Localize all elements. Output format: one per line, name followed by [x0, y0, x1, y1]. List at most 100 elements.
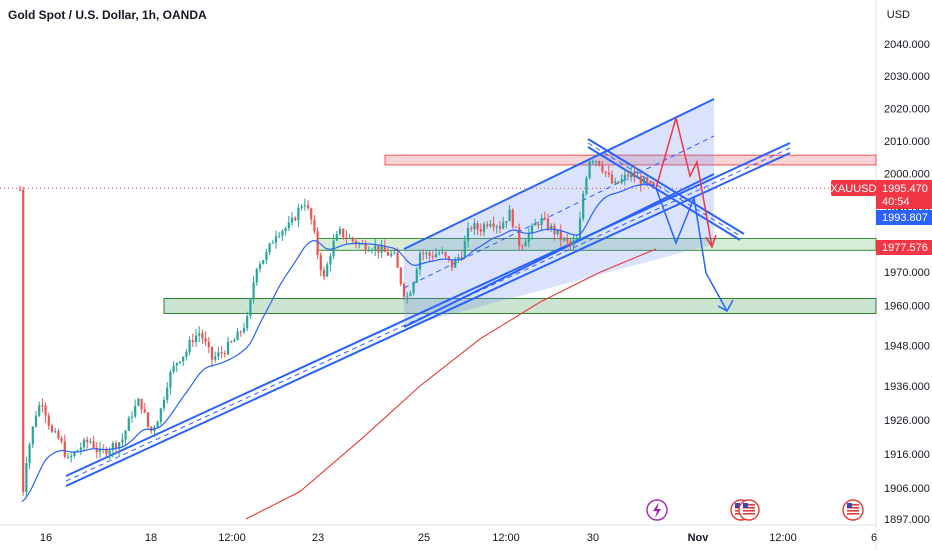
candle-body — [412, 282, 415, 294]
candle-body — [271, 242, 274, 244]
candle-body — [108, 450, 111, 455]
candle-body — [431, 255, 434, 258]
x-tick-label: 12:00 — [218, 532, 246, 544]
candle-body — [28, 444, 31, 464]
candle-body — [162, 400, 166, 409]
candle-body — [652, 182, 655, 186]
candle-body — [473, 223, 476, 230]
candle-body — [518, 227, 521, 246]
candle-body — [399, 267, 402, 285]
candle-body — [226, 341, 230, 355]
candle-body — [233, 340, 236, 342]
flag-stripe — [847, 504, 859, 506]
candle-body — [166, 387, 169, 401]
flag-canton — [847, 503, 852, 508]
candle-body — [73, 451, 76, 456]
candle-body — [514, 226, 518, 228]
candle-body — [626, 174, 630, 177]
candle-body — [505, 221, 508, 223]
candle-body — [482, 224, 486, 232]
candle-body — [585, 178, 588, 194]
trend-channel-mid — [65, 147, 791, 482]
candle-body — [255, 268, 258, 283]
candle-body — [201, 333, 204, 339]
flag-stripe — [743, 510, 755, 512]
candle-body — [364, 244, 367, 251]
candle-body — [214, 356, 217, 360]
candle-body — [463, 241, 466, 258]
candle-body — [566, 238, 569, 242]
candle-body — [370, 249, 374, 251]
candle-body — [44, 405, 47, 416]
candle-body — [316, 231, 319, 256]
ma-fast-tag — [876, 210, 932, 225]
candle-body — [329, 255, 332, 265]
moving-average-slow — [245, 248, 657, 520]
candle-body — [50, 425, 54, 432]
candle-body — [649, 181, 652, 183]
candle-body — [284, 228, 287, 232]
candle-body — [169, 371, 172, 388]
candle-body — [194, 335, 198, 343]
candle-body — [92, 441, 95, 448]
candle-body — [466, 227, 470, 242]
candle-body — [386, 251, 390, 256]
candle-body — [604, 171, 607, 173]
candle-body — [591, 161, 594, 163]
falling-line-mid — [587, 142, 743, 238]
y-tick-label: 2010.000 — [884, 136, 930, 148]
candle-body — [130, 416, 134, 418]
y-tick-label: 1897.000 — [884, 514, 930, 526]
candle-body — [342, 228, 345, 238]
candle-body — [121, 439, 124, 443]
candle-body — [450, 259, 454, 268]
candle-body — [524, 242, 527, 247]
candle-body — [556, 230, 559, 235]
candle-body — [402, 284, 406, 297]
candle-body — [137, 398, 140, 407]
candle-body — [562, 238, 566, 240]
x-tick-label: 23 — [312, 532, 324, 544]
candle-body — [582, 193, 585, 219]
earnings-event-icon — [646, 499, 668, 521]
candle-body — [258, 264, 262, 269]
candle-body — [230, 341, 233, 343]
candle-body — [217, 352, 220, 357]
candle-body — [396, 252, 399, 268]
candle-body — [25, 463, 28, 493]
candle-body — [415, 269, 418, 283]
candle-body — [252, 282, 255, 300]
lightning-icon — [653, 502, 661, 518]
flag-stripe — [847, 513, 859, 515]
candle-body — [633, 171, 636, 178]
candle-body — [393, 252, 396, 254]
candle-body — [188, 340, 191, 353]
support-zone-lower — [163, 297, 877, 314]
y-tick-label: 1906.000 — [884, 483, 930, 495]
candle-body — [262, 260, 265, 265]
candle-body — [425, 252, 428, 254]
candle-body — [575, 238, 578, 241]
candle-body — [306, 205, 310, 209]
candle-body — [428, 252, 431, 256]
candle-body — [76, 450, 79, 452]
candle-body — [239, 331, 242, 333]
candle-body — [444, 252, 447, 257]
candle-body — [326, 264, 329, 277]
candle-body — [351, 237, 354, 242]
candle-body — [642, 177, 646, 185]
candle-body — [134, 406, 137, 417]
ma-fast-value: 1993.807 — [882, 212, 928, 224]
candle-body — [383, 246, 386, 252]
candle-body — [249, 299, 252, 317]
x-tick-label: 6 — [871, 532, 877, 544]
candle-body — [479, 229, 482, 232]
candle-body — [82, 439, 86, 448]
candle-body — [159, 408, 162, 422]
candle-body — [294, 217, 297, 221]
candle-body — [281, 231, 284, 236]
candle-body — [630, 171, 633, 177]
candle-body — [63, 441, 66, 457]
